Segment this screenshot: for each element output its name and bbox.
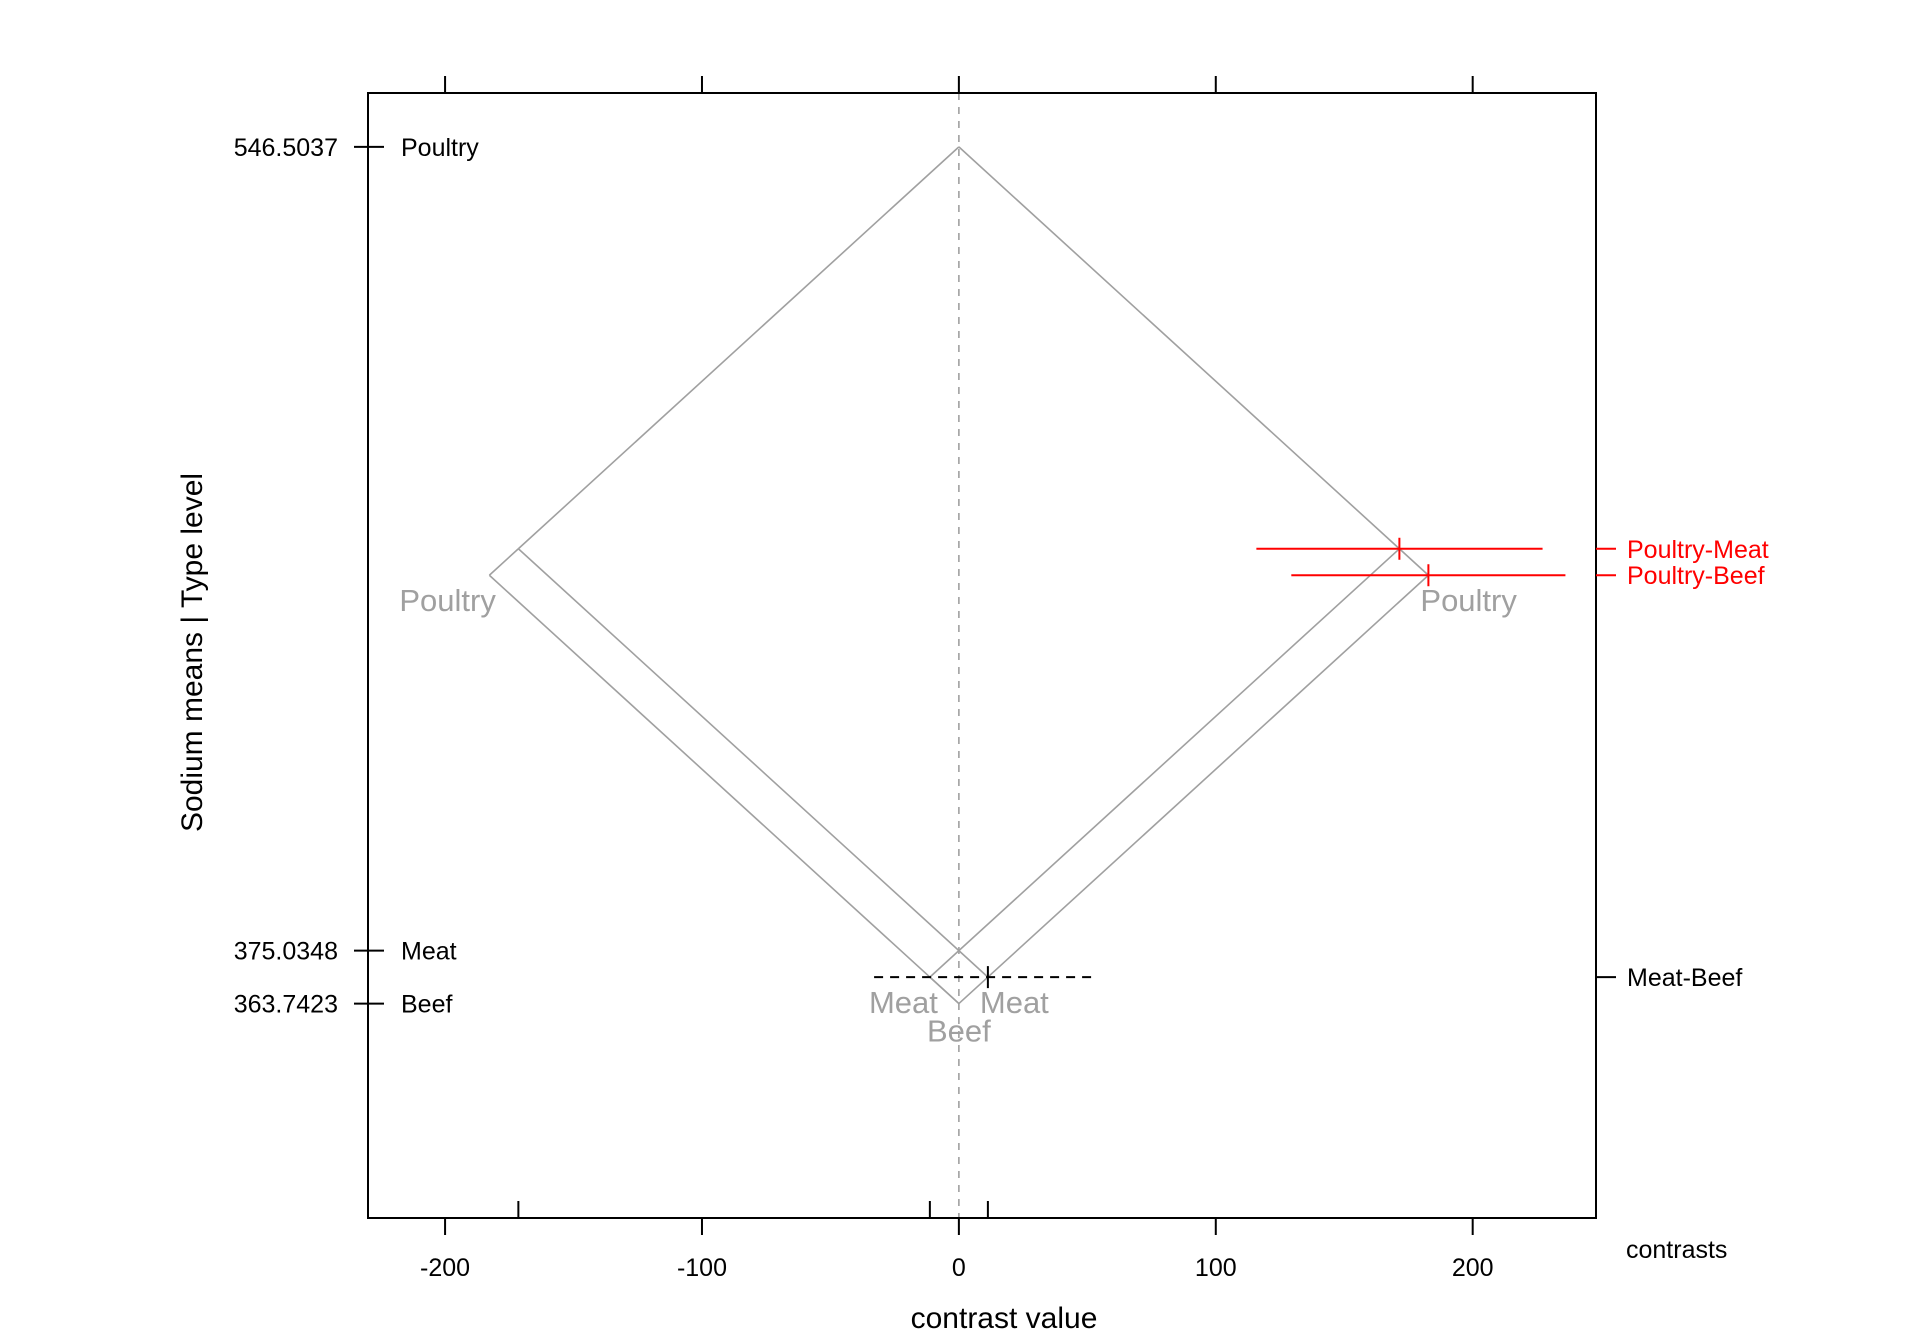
left-mean-label-beef: 363.7423 [234,991,338,1019]
x-tick-label: 200 [1452,1254,1494,1282]
left-axis-means: 546.5037 Poultry 375.0348 Meat 363.7423 Beef [234,134,480,1019]
left-level-label-beef: Beef [401,991,452,1019]
right-label-poultry-meat: Poultry-Meat [1627,536,1769,564]
left-level-label-poultry: Poultry [401,134,479,162]
x-tick-label: -100 [677,1254,727,1282]
right-label-poultry-beef: Poultry-Beef [1627,562,1765,590]
guide-meat-beef-left-low [929,976,960,1005]
diamond-label-poultry-left: Poultry [399,583,496,618]
diamond-label-meat-right: Meat [980,985,1049,1020]
left-mean-label-meat: 375.0348 [234,938,338,966]
guide-meat-beef-right [958,950,989,978]
right-label-meat-beef: Meat-Beef [1627,964,1742,992]
guide-beef-right [958,574,1429,1005]
diamond-label-beef: Beef [927,1014,991,1049]
x-axis: -200 -100 0 100 200 [420,76,1494,1282]
x-tick-label: 0 [952,1254,966,1282]
left-mean-label-poultry: 546.5037 [234,134,338,162]
right-axis-title: contrasts [1626,1236,1727,1264]
guide-poultry-right-upper [958,146,1400,550]
contrast-intervals [874,537,1566,989]
diamond-guides [488,146,1429,1005]
y-axis-title: Sodium means | Type level [176,473,209,832]
diamond-label-poultry-right: Poultry [1420,583,1517,618]
plot-frame [367,92,1597,1219]
guide-poultry-right-cap [1398,548,1429,576]
x-tick-label: 100 [1195,1254,1237,1282]
diamond-label-meat-left: Meat [869,985,938,1020]
guide-meat-right [958,548,1400,952]
x-axis-title: contrast value [911,1302,1098,1335]
guide-meat-left [517,548,960,952]
x-tick-label: -200 [420,1254,470,1282]
guide-poultry-left-upper [517,146,960,550]
guide-poultry-left-cap [488,548,519,576]
guide-meat-beef-left [929,950,960,978]
guide-beef-left [488,574,960,1005]
left-level-label-meat: Meat [401,938,457,966]
